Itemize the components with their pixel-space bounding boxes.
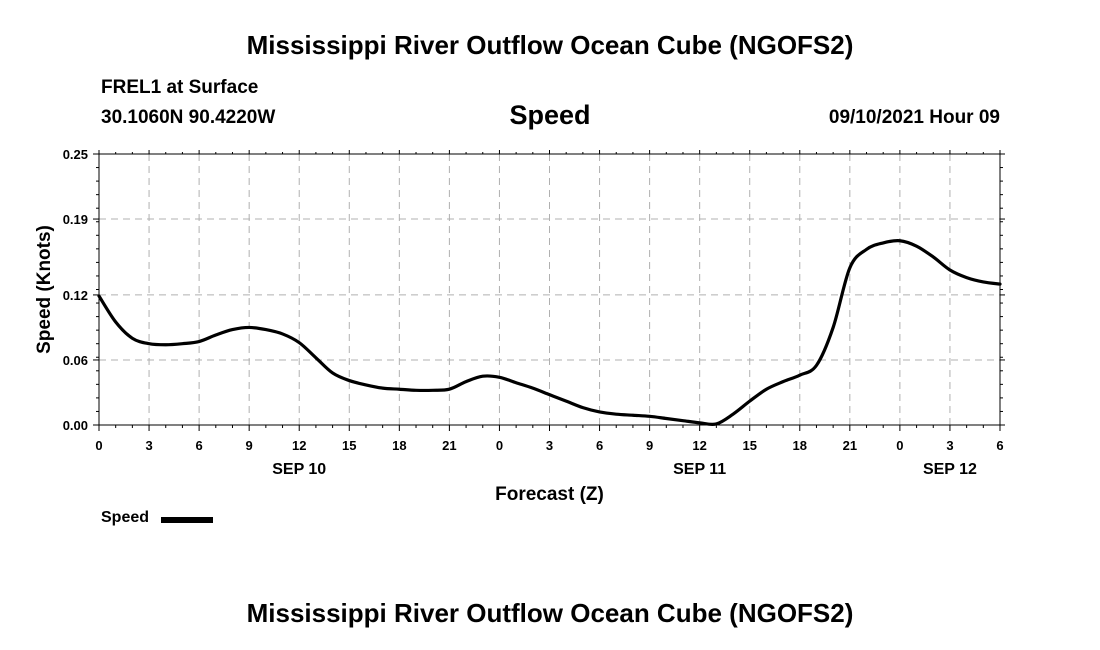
legend-label: Speed: [101, 509, 150, 526]
speed-series-line: [97, 238, 1002, 427]
date-label: SEP 11: [673, 461, 726, 478]
grid-lines: [99, 154, 1000, 425]
x-tick-label: 3: [546, 438, 553, 453]
x-tick-label: 21: [442, 438, 456, 453]
chart-title-bottom: Mississippi River Outflow Ocean Cube (NG…: [246, 598, 854, 628]
x-tick-label: 3: [145, 438, 152, 453]
x-tick-label: 18: [392, 438, 406, 453]
x-axis-label: Forecast (Z): [495, 484, 604, 505]
x-tick-label: 0: [95, 438, 102, 453]
x-tick-label: 18: [793, 438, 807, 453]
y-tick-label: 0.00: [63, 418, 88, 433]
x-tick-label: 9: [646, 438, 653, 453]
x-tick-label: 6: [596, 438, 603, 453]
chart-title-top: Mississippi River Outflow Ocean Cube (NG…: [246, 30, 854, 60]
axis-ticks: [93, 150, 1005, 431]
forecast-datetime: 09/10/2021 Hour 09: [828, 107, 1000, 128]
y-tick-label: 0.12: [63, 288, 88, 303]
station-label: FREL1 at Surface: [101, 77, 259, 98]
x-tick-label: 12: [292, 438, 306, 453]
x-tick-label: 0: [896, 438, 903, 453]
station-coordinates: 30.1060N 90.4220W: [101, 107, 276, 128]
legend-line-swatch: [161, 517, 213, 523]
y-tick-label: 0.25: [63, 147, 88, 162]
x-tick-label: 12: [692, 438, 706, 453]
x-tick-label: 6: [195, 438, 202, 453]
y-tick-label: 0.06: [63, 353, 88, 368]
x-tick-label: 3: [946, 438, 953, 453]
y-axis-label: Speed (Knots): [34, 225, 55, 354]
y-tick-label: 0.19: [63, 212, 88, 227]
x-tick-label: 21: [843, 438, 857, 453]
date-label: SEP 12: [923, 461, 977, 478]
x-tick-label: 15: [342, 438, 356, 453]
x-tick-label: 15: [742, 438, 756, 453]
x-tick-label: 6: [996, 438, 1003, 453]
x-tick-label: 9: [246, 438, 253, 453]
variable-title: Speed: [509, 100, 591, 130]
x-tick-label: 0: [496, 438, 503, 453]
date-label: SEP 10: [272, 461, 326, 478]
axis-labels: 0 3 6 9 12 15 18 21 0 3 6 9 12 15 18 21 0 3 6 0.00 0.06 0.12 0…: [63, 147, 1004, 478]
